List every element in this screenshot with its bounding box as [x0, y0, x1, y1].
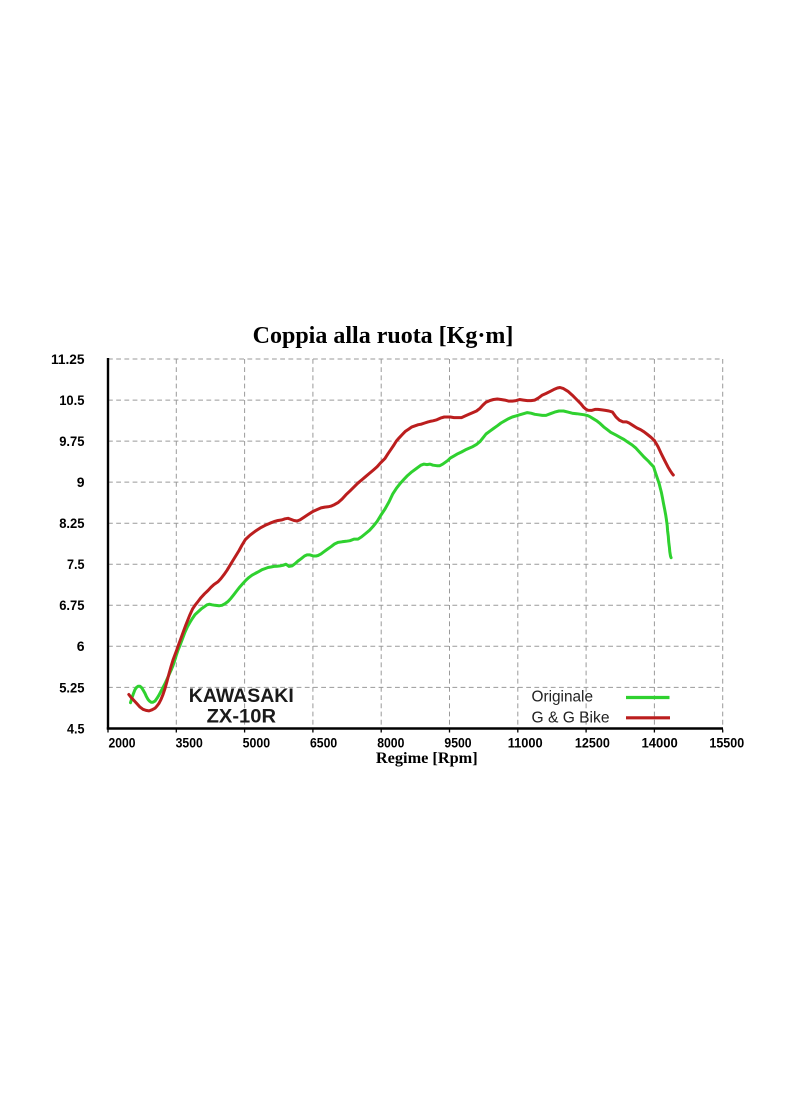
svg-text:9: 9 [77, 474, 85, 490]
svg-text:6: 6 [77, 638, 85, 654]
svg-text:8000: 8000 [377, 734, 404, 750]
svg-text:9.75: 9.75 [59, 433, 84, 449]
svg-text:5000: 5000 [243, 734, 271, 750]
svg-text:14000: 14000 [641, 734, 677, 750]
svg-text:6.75: 6.75 [59, 597, 84, 613]
svg-text:3500: 3500 [176, 734, 203, 750]
svg-text:11000: 11000 [508, 734, 543, 750]
svg-text:5.25: 5.25 [59, 679, 84, 695]
svg-text:11.25: 11.25 [51, 351, 85, 367]
svg-text:Originale: Originale [532, 689, 594, 706]
svg-text:7.5: 7.5 [67, 556, 85, 572]
svg-text:2000: 2000 [109, 734, 136, 750]
svg-text:12500: 12500 [575, 734, 610, 750]
svg-text:10.5: 10.5 [59, 392, 84, 408]
svg-text:Regime [Rpm]: Regime [Rpm] [376, 748, 478, 767]
svg-text:ZX-10R: ZX-10R [207, 707, 277, 728]
svg-text:9500: 9500 [444, 734, 471, 750]
svg-text:6500: 6500 [310, 734, 337, 750]
svg-text:4.5: 4.5 [67, 720, 85, 736]
svg-text:G & G Bike: G & G Bike [532, 710, 610, 727]
svg-text:15500: 15500 [709, 734, 744, 750]
svg-text:8.25: 8.25 [59, 515, 84, 531]
svg-text:KAWASAKI: KAWASAKI [189, 686, 294, 707]
svg-text:Coppia alla ruota [Kg·m]: Coppia alla ruota [Kg·m] [253, 323, 514, 349]
